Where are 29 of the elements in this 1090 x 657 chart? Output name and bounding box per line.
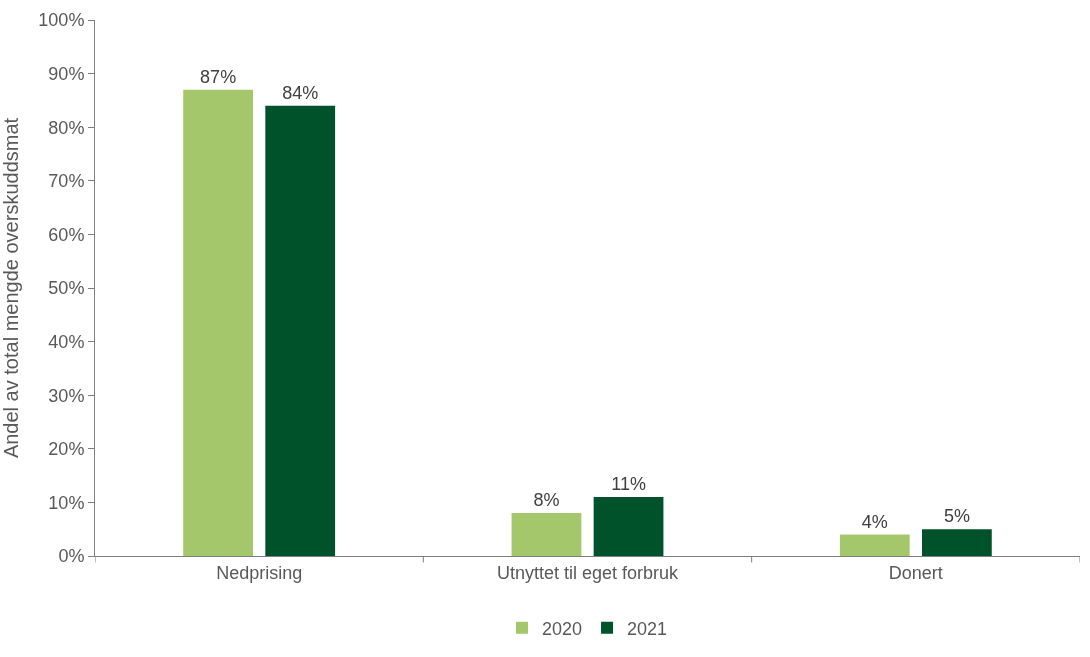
data-label: 87% xyxy=(200,66,237,87)
y-tick-label: 80% xyxy=(48,117,85,138)
bar xyxy=(511,513,582,556)
x-tick-label: Utnyttet til eget forbruk xyxy=(496,562,680,583)
data-label: 5% xyxy=(943,506,970,527)
bar xyxy=(921,529,992,556)
x-tick-label: Donert xyxy=(888,562,943,583)
bar xyxy=(839,534,910,556)
x-tick-label: Nedprising xyxy=(216,562,303,583)
y-tick-label: 100% xyxy=(38,10,85,31)
y-tick-label: 50% xyxy=(48,278,85,299)
y-axis-title: Andel av total mengde overskuddsmat xyxy=(0,117,22,459)
data-label: 8% xyxy=(533,490,560,511)
data-label: 4% xyxy=(861,511,888,532)
y-tick-label: 60% xyxy=(48,224,85,245)
bar xyxy=(593,497,664,556)
y-tick-label: 0% xyxy=(58,546,85,567)
legend-label: 2021 xyxy=(627,618,668,639)
data-label: 11% xyxy=(611,474,646,495)
data-label: 84% xyxy=(282,82,319,103)
y-tick-label: 20% xyxy=(48,439,85,460)
bar xyxy=(183,89,254,556)
y-tick-label: 10% xyxy=(48,492,85,513)
bar xyxy=(265,105,336,556)
y-tick-label: 70% xyxy=(48,171,85,192)
y-tick-label: 40% xyxy=(48,331,85,352)
y-tick-label: 90% xyxy=(48,63,85,84)
y-tick-label: 30% xyxy=(48,385,85,406)
legend-label: 2020 xyxy=(542,618,583,639)
